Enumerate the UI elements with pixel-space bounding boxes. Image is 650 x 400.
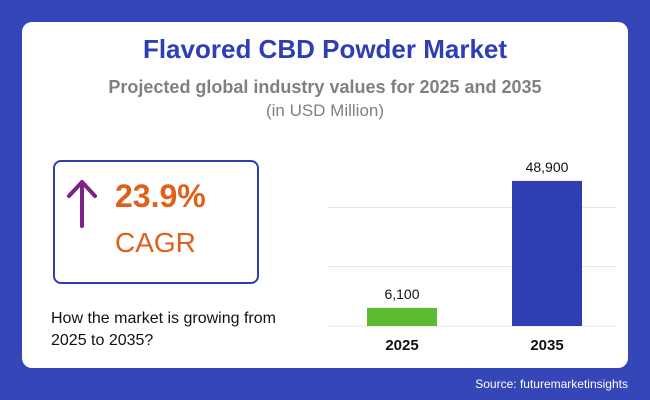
- source-note: Source: futuremarketinsights: [475, 377, 628, 391]
- data-label-2025: 6,100: [384, 286, 419, 302]
- bar-chart: 6,100 2025 48,900 2035: [327, 159, 617, 354]
- x-tick-label-2035: 2035: [530, 337, 563, 354]
- cagr-value: 23.9%: [115, 178, 206, 214]
- unit-label: (in USD Million): [265, 101, 385, 120]
- page-subtitle: Projected global industry values for 202…: [108, 77, 542, 97]
- x-tick-label-2025: 2025: [385, 337, 418, 354]
- infographic-card: Flavored CBD Powder Market Projected glo…: [22, 22, 628, 368]
- page-title: Flavored CBD Powder Market: [142, 34, 508, 64]
- data-label-2035: 48,900: [526, 159, 569, 175]
- cagr-label: CAGR: [115, 227, 196, 258]
- up-arrow-icon: [67, 180, 97, 228]
- cagr-box: 23.9% CAGR: [53, 160, 259, 284]
- bar-2025: [367, 307, 437, 326]
- bar-2035: [512, 180, 582, 326]
- growth-question: How the market is growing from 2025 to 2…: [51, 310, 276, 349]
